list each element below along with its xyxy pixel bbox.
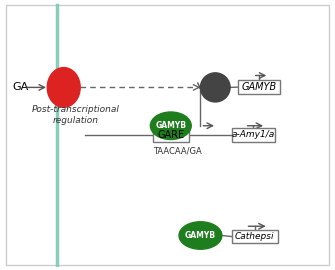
Text: GA: GA [13, 82, 29, 92]
Text: GAMYB: GAMYB [185, 231, 216, 240]
Text: GAMYB: GAMYB [155, 121, 186, 130]
Text: TAACAA/GA: TAACAA/GA [153, 146, 201, 155]
Ellipse shape [47, 68, 80, 107]
FancyBboxPatch shape [232, 128, 275, 141]
Ellipse shape [200, 73, 230, 102]
Text: a-Amy1/a: a-Amy1/a [231, 130, 275, 139]
Text: GARE: GARE [157, 130, 184, 140]
Ellipse shape [150, 112, 191, 140]
Text: GAMYB: GAMYB [241, 82, 277, 92]
FancyBboxPatch shape [232, 230, 278, 244]
FancyBboxPatch shape [238, 80, 279, 94]
Ellipse shape [179, 222, 222, 249]
FancyBboxPatch shape [153, 128, 189, 141]
Text: Post-transcriptional
regulation: Post-transcriptional regulation [31, 106, 119, 125]
Text: Cathepsi: Cathepsi [235, 232, 275, 241]
